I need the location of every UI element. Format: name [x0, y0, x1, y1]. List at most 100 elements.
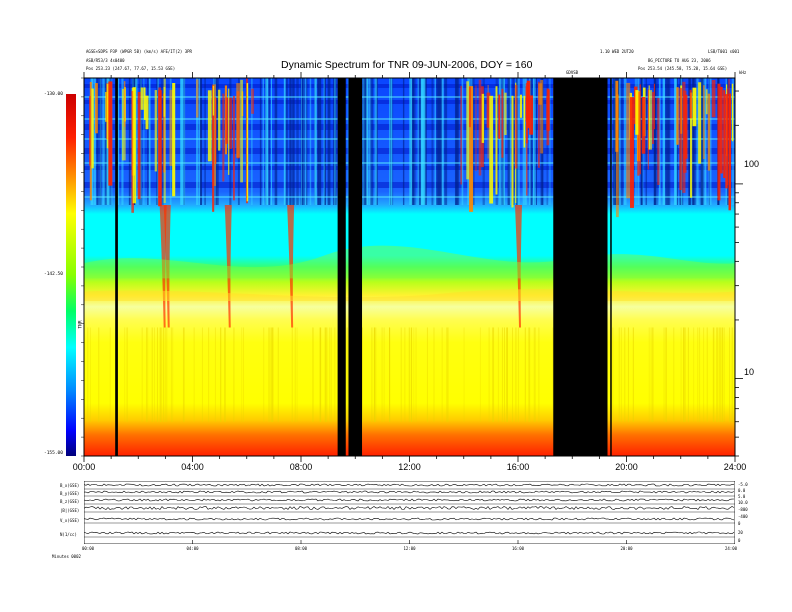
emission-streak — [689, 89, 692, 119]
time-tick-20: 20:00 — [615, 462, 638, 472]
data-gap-edge — [610, 78, 612, 456]
noise-column — [374, 78, 378, 205]
noise-column — [731, 78, 735, 205]
time-axis-ticks — [83, 72, 736, 462]
noise-column — [410, 78, 413, 205]
panel-label-density: N(1/cc) — [60, 532, 77, 537]
emission-streak — [144, 87, 146, 120]
noise-column — [265, 78, 269, 205]
texture-column — [201, 327, 203, 422]
emission-streak — [228, 88, 230, 175]
noise-column — [517, 78, 520, 205]
noise-column — [653, 78, 656, 205]
noise-column — [368, 78, 372, 205]
emission-streak — [648, 90, 652, 150]
emission-streak — [723, 90, 726, 179]
texture-column — [381, 327, 383, 422]
noise-column — [289, 78, 292, 205]
spectrogram-plot — [81, 72, 743, 462]
emission-streak — [639, 84, 641, 175]
colorbar-tick-max: -130.00 — [44, 92, 63, 97]
noise-column — [92, 78, 96, 205]
noise-column — [333, 78, 336, 205]
emission-streak — [251, 88, 255, 114]
noise-column — [283, 78, 286, 205]
data-gap — [337, 78, 346, 456]
texture-column — [141, 327, 143, 422]
noise-column — [104, 78, 108, 205]
emission-streak — [158, 90, 162, 207]
noise-column — [461, 78, 464, 205]
texture-column — [718, 327, 720, 422]
texture-column — [683, 327, 685, 422]
texture-column — [506, 327, 508, 422]
texture-column — [296, 327, 298, 422]
noise-column — [292, 78, 295, 205]
emission-streak — [169, 89, 173, 166]
emission-streak — [154, 90, 158, 172]
texture-column — [528, 327, 530, 422]
panel-label-by: B_y(GSE) — [60, 491, 80, 496]
texture-column — [324, 327, 326, 422]
texture-column — [375, 327, 377, 422]
texture-column — [172, 327, 174, 422]
texture-column — [415, 327, 417, 422]
colorbar-tick-mid: -142.50 — [44, 272, 63, 277]
texture-column — [731, 327, 733, 422]
colorbar-tick-min: -155.00 — [44, 451, 63, 456]
noise-column — [327, 78, 331, 205]
texture-column — [243, 327, 245, 422]
texture-column — [652, 327, 654, 422]
data-gap — [553, 78, 608, 456]
texture-column — [193, 327, 195, 422]
texture-column — [493, 327, 495, 422]
noise-column — [199, 78, 203, 205]
emission-streak — [132, 87, 136, 204]
emission-streak — [495, 86, 498, 195]
spectrum-features — [84, 78, 736, 422]
emission-streak — [212, 85, 215, 116]
emission-streak — [137, 91, 141, 200]
panel-time-20: 20:00 — [620, 546, 633, 551]
texture-column — [361, 327, 363, 422]
noise-column — [324, 78, 326, 205]
emission-streak — [123, 81, 126, 127]
emission-streak — [469, 86, 474, 212]
texture-column — [612, 327, 614, 422]
noise-column — [549, 78, 551, 205]
emission-streak — [720, 86, 723, 174]
time-tick-04: 04:00 — [181, 462, 204, 472]
data-gap — [115, 78, 118, 456]
texture-column — [404, 327, 406, 422]
emission-streak — [140, 87, 144, 110]
panel-scale-2: 0.0 — [738, 488, 746, 493]
footer-minutes: Minutes 0002 — [52, 554, 81, 559]
panel-scale-9: 0 — [738, 538, 741, 543]
emission-streak — [460, 85, 463, 185]
texture-column — [170, 327, 172, 422]
noise-column — [275, 78, 278, 205]
emission-streak — [705, 89, 708, 115]
emission-streak — [657, 97, 660, 185]
panel-label-bz: B_z(GSE) — [60, 499, 80, 504]
noise-column — [366, 78, 369, 205]
emission-streak — [91, 88, 94, 169]
noise-column — [180, 78, 183, 205]
noise-column — [441, 78, 444, 205]
texture-column — [552, 327, 554, 422]
noise-column — [309, 78, 312, 205]
emission-streak — [717, 83, 721, 201]
texture-column — [224, 327, 226, 422]
texture-column — [388, 327, 390, 422]
texture-column — [319, 327, 321, 422]
cyan-line — [84, 162, 735, 164]
emission-streak — [540, 79, 544, 154]
texture-column — [145, 327, 147, 422]
texture-column — [524, 327, 526, 422]
panel-scale-6: -400 — [738, 514, 748, 519]
info-line-2: ASB/R53/3 4s0400 — [86, 58, 125, 63]
texture-column — [723, 327, 725, 422]
emission-streak — [725, 94, 728, 189]
panel-label-bmag: |B|(GSE) — [60, 508, 80, 513]
noise-column — [139, 78, 143, 205]
